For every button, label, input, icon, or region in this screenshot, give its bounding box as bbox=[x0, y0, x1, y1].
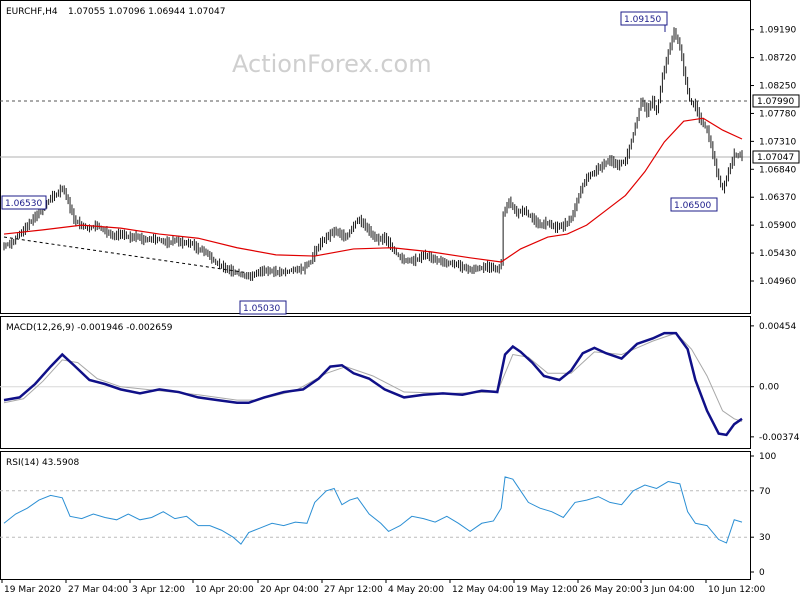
rsi-tick-label: 30 bbox=[759, 533, 771, 543]
svg-text:1.07990: 1.07990 bbox=[757, 97, 794, 107]
price-tick-label: 1.06370 bbox=[759, 193, 796, 203]
time-tick-label: 10 Jun 12:00 bbox=[708, 585, 765, 595]
time-tick-label: 27 Apr 12:00 bbox=[324, 585, 383, 595]
rsi-title: RSI(14) 43.5908 bbox=[6, 458, 79, 468]
moving-average-line bbox=[3, 117, 743, 263]
time-tick-label: 19 Mar 2020 bbox=[4, 585, 61, 595]
price-title: EURCHF,H4 bbox=[6, 7, 58, 17]
macd-tick-label: 0.00 bbox=[759, 383, 779, 393]
rsi-line bbox=[3, 476, 743, 545]
svg-text:1.06530: 1.06530 bbox=[5, 199, 42, 209]
rsi-tick-label: 70 bbox=[759, 487, 771, 497]
annotation-high-0915: 1.09150 bbox=[620, 11, 668, 32]
rsi-axis: 100 70 30 0 bbox=[750, 452, 776, 578]
price-tick-label: 1.09190 bbox=[759, 26, 796, 36]
time-tick-label: 26 May 20:00 bbox=[580, 585, 642, 595]
rsi-tick-label: 100 bbox=[759, 452, 776, 462]
price-tick-label: 1.08720 bbox=[759, 54, 796, 64]
candlestick-series bbox=[3, 27, 743, 281]
price-axis: 1.09190 1.08720 1.08250 1.07780 1.07310 1.068… bbox=[750, 26, 796, 287]
macd-axis: 0.00454 0.00 -0.003745 bbox=[750, 322, 800, 443]
macd-title: MACD(12,26,9) -0.001946 -0.002659 bbox=[6, 323, 173, 333]
support-trendline bbox=[3, 236, 247, 274]
price-tick-label: 1.04960 bbox=[759, 277, 796, 287]
current-price-tag: 1.07047 bbox=[752, 150, 800, 164]
time-axis: 19 Mar 2020 27 Mar 04:00 3 Apr 12:00 10 Apr… bbox=[1, 579, 765, 595]
price-tick-label: 1.05430 bbox=[759, 249, 796, 259]
annotation-low-0503: 1.05030 bbox=[239, 300, 287, 315]
price-tick-label: 1.08250 bbox=[759, 82, 796, 92]
time-tick-label: 20 Apr 04:00 bbox=[260, 585, 319, 595]
time-tick-label: 3 Apr 12:00 bbox=[132, 585, 185, 595]
time-tick-label: 4 May 20:00 bbox=[388, 585, 444, 595]
price-tick-label: 1.07310 bbox=[759, 137, 796, 147]
svg-text:1.09150: 1.09150 bbox=[624, 15, 661, 25]
time-tick-label: 3 Jun 04:00 bbox=[643, 585, 695, 595]
price-tick-label: 1.06840 bbox=[759, 165, 796, 175]
resistance-tag: 1.07990 bbox=[752, 94, 800, 108]
macd-tick-label: -0.003745 bbox=[759, 433, 800, 443]
time-tick-label: 12 May 04:00 bbox=[452, 585, 514, 595]
time-tick-label: 19 May 12:00 bbox=[516, 585, 578, 595]
annotation-high-0653: 1.06530 bbox=[1, 195, 47, 210]
time-tick-label: 10 Apr 20:00 bbox=[195, 585, 254, 595]
watermark: ActionForex.com bbox=[232, 50, 432, 78]
price-tick-label: 1.05900 bbox=[759, 221, 796, 231]
macd-tick-label: 0.00454 bbox=[759, 322, 796, 332]
svg-text:1.05030: 1.05030 bbox=[243, 304, 280, 314]
time-tick-label: 27 Mar 04:00 bbox=[68, 585, 128, 595]
macd-main-line bbox=[3, 331, 743, 437]
rsi-tick-label: 0 bbox=[759, 568, 765, 578]
svg-text:1.07047: 1.07047 bbox=[757, 153, 794, 163]
price-ohlc-readout: 1.07055 1.07096 1.06944 1.07047 bbox=[68, 7, 225, 17]
annotation-low-0650: 1.06500 bbox=[670, 197, 718, 212]
rsi-panel bbox=[0, 451, 751, 580]
svg-text:1.06500: 1.06500 bbox=[674, 201, 711, 211]
price-tick-label: 1.07780 bbox=[759, 109, 796, 119]
